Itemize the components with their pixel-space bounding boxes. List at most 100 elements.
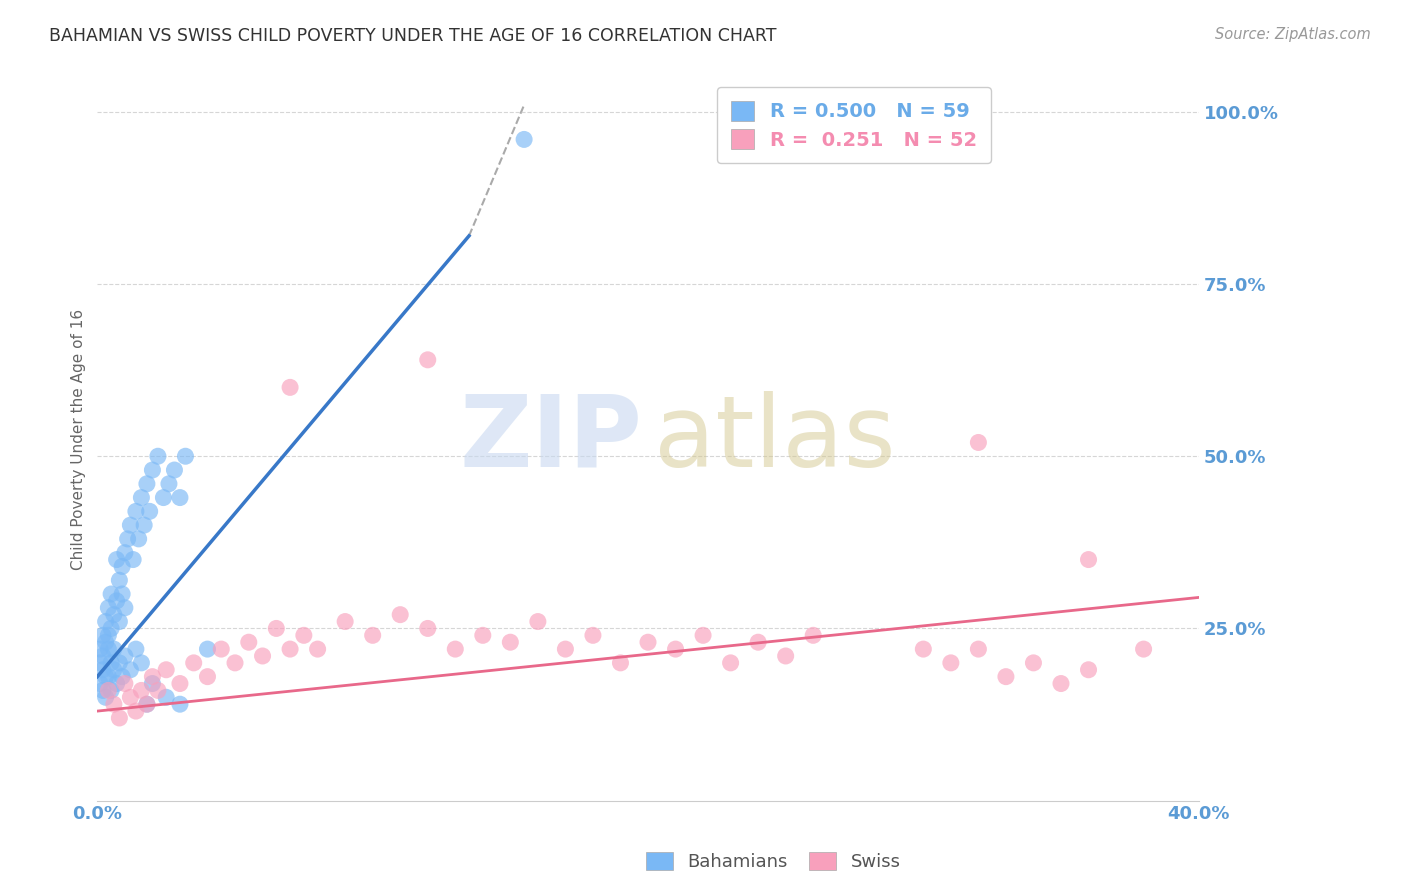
Point [103,607,125,622]
Point [169,697,191,711]
Point [169,491,191,505]
Point [1022,656,1045,670]
Point [197,670,219,684]
Point [169,676,191,690]
Point [389,607,412,622]
Point [471,628,494,642]
Point [89,642,111,657]
Point [266,622,288,636]
Point [278,380,301,394]
Point [91,648,114,663]
Point [527,615,550,629]
Point [174,449,197,463]
Point [97,628,120,642]
Point [120,690,142,705]
Point [157,476,180,491]
Point [1077,663,1099,677]
Point [801,628,824,642]
Point [91,628,114,642]
Point [720,656,742,670]
Point [125,704,148,718]
Text: Source: ZipAtlas.com: Source: ZipAtlas.com [1215,27,1371,42]
Y-axis label: Child Poverty Under the Age of 16: Child Poverty Under the Age of 16 [72,309,86,570]
Text: BAHAMIAN VS SWISS CHILD POVERTY UNDER THE AGE OF 16 CORRELATION CHART: BAHAMIAN VS SWISS CHILD POVERTY UNDER TH… [49,27,776,45]
Point [499,635,522,649]
Point [89,656,111,670]
Point [775,648,797,663]
Point [138,504,160,518]
Point [939,656,962,670]
Legend: R = 0.500   N = 59, R =  0.251   N = 52: R = 0.500 N = 59, R = 0.251 N = 52 [717,87,991,163]
Point [105,676,128,690]
Point [114,546,136,560]
Point [967,435,990,450]
Point [111,670,134,684]
Point [135,476,157,491]
Point [131,491,153,505]
Point [120,663,142,677]
Point [209,642,232,657]
Point [141,463,163,477]
Point [416,622,439,636]
Point [108,615,131,629]
Point [131,683,153,698]
Point [111,559,134,574]
Legend: Bahamians, Swiss: Bahamians, Swiss [638,845,908,879]
Point [94,670,117,684]
Point [131,656,153,670]
Point [582,628,605,642]
Point [146,683,169,698]
Point [94,615,117,629]
Point [146,449,169,463]
Point [128,532,150,546]
Point [1050,676,1073,690]
Point [105,594,128,608]
Point [97,670,120,684]
Point [252,648,274,663]
Point [97,642,120,657]
Point [125,642,148,657]
Point [155,690,177,705]
Point [197,642,219,657]
Point [108,656,131,670]
Point [416,352,439,367]
Point [91,683,114,698]
Point [135,697,157,711]
Point [91,663,114,677]
Point [108,573,131,587]
Point [292,628,315,642]
Point [307,642,329,657]
Point [97,600,120,615]
Point [1132,642,1154,657]
Point [183,656,205,670]
Point [122,552,145,566]
Point [111,587,134,601]
Point [114,676,136,690]
Point [103,642,125,657]
Point [637,635,659,649]
Point [100,656,122,670]
Point [100,587,122,601]
Point [692,628,714,642]
Text: ZIP: ZIP [460,391,643,488]
Point [135,697,157,711]
Point [97,683,120,698]
Text: atlas: atlas [654,391,896,488]
Point [141,676,163,690]
Point [609,656,631,670]
Point [89,676,111,690]
Point [108,711,131,725]
Point [114,648,136,663]
Point [664,642,686,657]
Point [134,518,156,533]
Point [114,600,136,615]
Point [105,552,128,566]
Point [103,663,125,677]
Point [994,670,1017,684]
Point [152,491,174,505]
Point [278,642,301,657]
Point [100,622,122,636]
Point [912,642,935,657]
Point [513,132,536,146]
Point [967,642,990,657]
